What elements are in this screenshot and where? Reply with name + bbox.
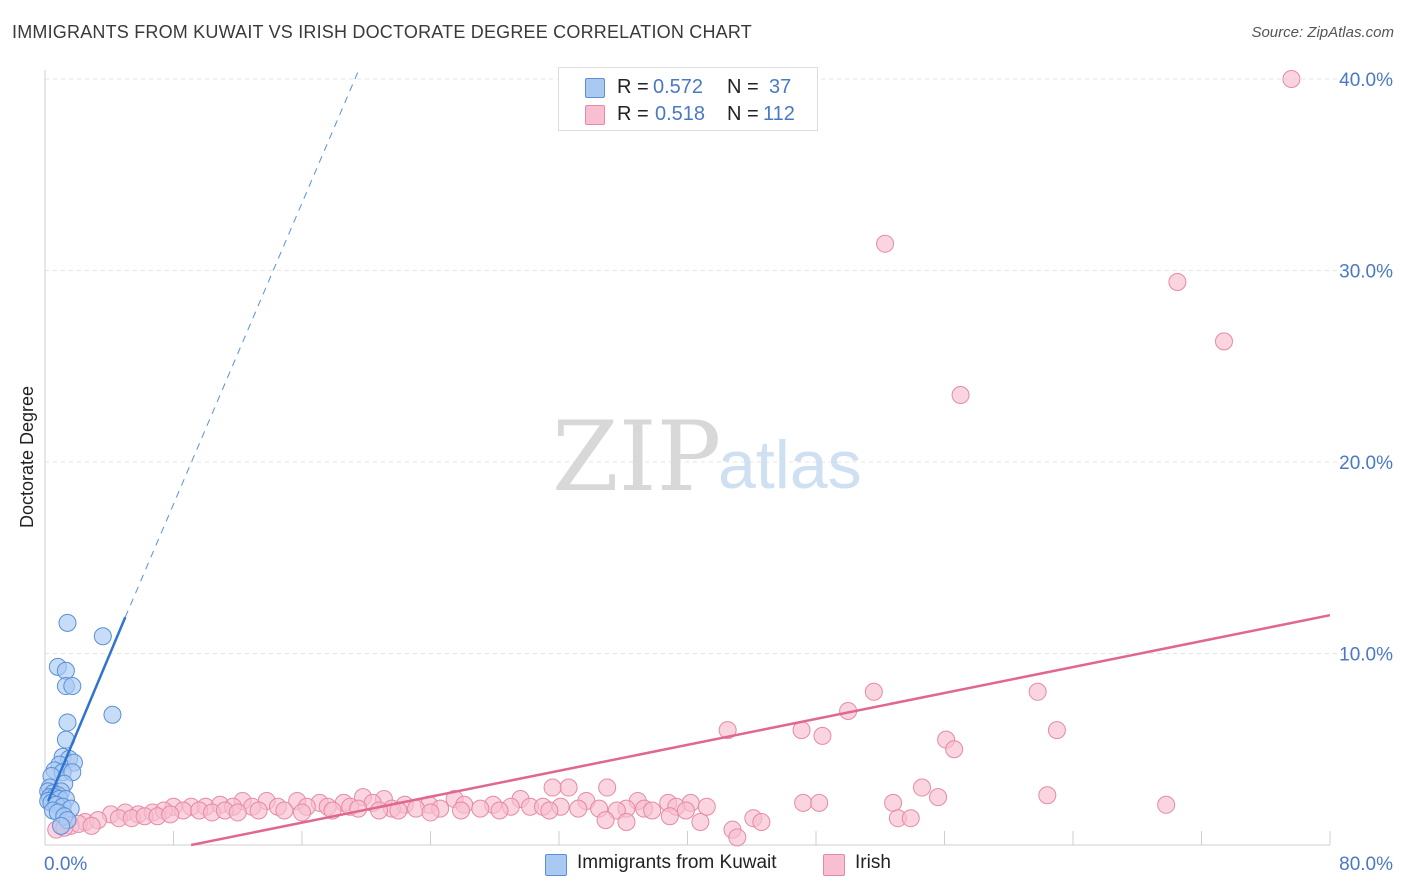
kuwait-trend-line <box>47 616 127 802</box>
irish-point <box>275 801 294 820</box>
irish-point <box>1282 70 1301 88</box>
irish-point <box>161 805 180 824</box>
watermark-atlas: atlas <box>718 427 862 503</box>
irish-point <box>913 778 932 797</box>
irish-point <box>1157 795 1176 814</box>
kuwait-point <box>103 705 122 724</box>
irish-point <box>569 799 588 818</box>
legend-n-label: N = <box>727 103 759 125</box>
irish-point <box>1168 272 1187 291</box>
trend-lines <box>47 67 1331 847</box>
irish-point <box>718 721 737 740</box>
axes <box>44 70 1331 846</box>
irish-point <box>540 801 559 820</box>
irish-point <box>813 726 832 745</box>
x-tick-label: 0.0% <box>44 854 87 875</box>
chart-title: IMMIGRANTS FROM KUWAIT VS IRISH DOCTORAT… <box>12 22 752 42</box>
irish-point <box>901 809 920 828</box>
irish-point <box>864 682 883 701</box>
bottom-swatch-kuwait <box>545 854 567 876</box>
kuwait-points <box>39 613 122 835</box>
irish-point <box>929 788 948 807</box>
kuwait-point <box>63 677 82 696</box>
irish-point <box>728 828 747 847</box>
irish-point <box>617 813 636 832</box>
irish-point <box>490 801 509 820</box>
gridlines <box>45 78 1365 654</box>
irish-point <box>945 740 964 759</box>
kuwait-point <box>93 627 112 646</box>
irish-point <box>884 793 903 812</box>
irish-point <box>660 807 679 826</box>
irish-point <box>676 801 695 820</box>
irish-point <box>1047 721 1066 740</box>
legend-r-value: 0.518 <box>655 103 706 125</box>
kuwait-point <box>58 713 77 732</box>
legend-r-value: 0.572 <box>653 76 704 98</box>
x-tick-label: 80.0% <box>1339 854 1393 875</box>
irish-point <box>452 801 471 820</box>
irish-point <box>559 778 578 797</box>
irish-point <box>471 799 490 818</box>
irish-point <box>691 813 710 832</box>
irish-point <box>643 801 662 820</box>
y-tick-label: 40.0% <box>1339 70 1393 91</box>
kuwait-trend-dashed <box>124 67 361 618</box>
irish-trend-line <box>190 613 1331 847</box>
legend-r-label: R = <box>617 76 649 98</box>
irish-point <box>370 801 389 820</box>
bottom-swatch-irish <box>823 854 845 876</box>
legend-n-value: 112 <box>763 103 795 125</box>
source-credit: Source: ZipAtlas.com <box>1251 24 1394 41</box>
legend-swatch-kuwait <box>585 78 605 98</box>
irish-point <box>752 813 771 832</box>
irish-point <box>951 385 970 404</box>
watermark-zip: ZIP <box>552 401 721 513</box>
irish-point <box>228 803 247 822</box>
irish-point <box>82 816 101 835</box>
y-tick-label: 30.0% <box>1339 262 1393 283</box>
tick-labels: 10.0% 20.0% 30.0% 40.0% 0.0% 80.0% <box>44 70 1393 875</box>
legend-r-label: R = <box>617 103 649 125</box>
irish-points <box>47 70 1301 847</box>
legend-n-value: 37 <box>769 76 792 98</box>
irish-point <box>794 793 813 812</box>
y-tick-label: 10.0% <box>1339 645 1393 666</box>
irish-point <box>1028 682 1047 701</box>
kuwait-point <box>52 816 71 835</box>
irish-point <box>349 799 368 818</box>
y-tick-label: 20.0% <box>1339 453 1393 474</box>
irish-point <box>249 801 268 820</box>
irish-point <box>876 234 895 253</box>
legend-swatch-irish <box>585 105 605 125</box>
irish-point <box>598 778 617 797</box>
y-axis-label: Doctorate Degree <box>17 386 37 528</box>
irish-point <box>421 803 440 822</box>
kuwait-point <box>56 661 75 680</box>
irish-point <box>293 803 311 822</box>
irish-point <box>810 793 829 812</box>
stats-legend: R = 0.572 N = 37 R = 0.518 N = 112 <box>558 67 818 131</box>
irish-point <box>1038 786 1057 805</box>
irish-point <box>697 797 716 816</box>
bottom-legend-irish-label: Irish <box>855 852 891 873</box>
kuwait-point <box>58 613 77 632</box>
legend-n-label: N = <box>727 76 759 98</box>
irish-point <box>1214 332 1233 351</box>
irish-point <box>596 811 615 830</box>
irish-point <box>543 778 562 797</box>
bottom-legend-kuwait-label: Immigrants from Kuwait <box>577 852 777 873</box>
